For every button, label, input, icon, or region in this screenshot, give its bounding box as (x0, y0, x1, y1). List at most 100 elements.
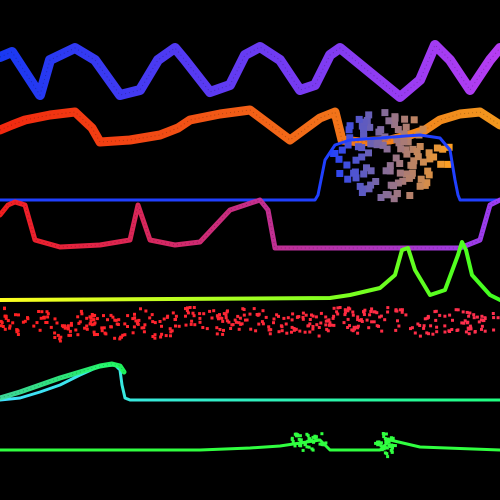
series-10-point (291, 439, 295, 443)
series-6-point (272, 321, 275, 325)
series-6-point (351, 310, 355, 314)
series-11-point (385, 446, 389, 450)
series-6-point (248, 312, 252, 316)
series-6-point (396, 319, 399, 323)
series-2-point (393, 190, 401, 198)
series-6-point (63, 326, 67, 330)
series-6-point (317, 326, 321, 329)
series-6-point (225, 310, 229, 314)
series-6-point (151, 320, 155, 324)
series-6-point (237, 321, 241, 325)
series-2-point (413, 148, 421, 155)
series-6-point (190, 319, 194, 323)
series-6-point (109, 325, 113, 329)
series-6-point (254, 329, 258, 333)
series-11-point (389, 436, 393, 440)
series-6-point (55, 321, 59, 325)
series-2-point (360, 118, 368, 126)
series-6-point (286, 316, 290, 320)
series-11-point (386, 438, 390, 442)
series-6-point (372, 310, 376, 314)
series-6-point (132, 325, 136, 329)
series-6-point (425, 331, 429, 335)
series-10-point (299, 444, 303, 448)
series-6-point (1, 325, 5, 328)
series-8-texture (0, 363, 125, 399)
series-6-point (257, 312, 261, 316)
series-6-point (66, 325, 70, 328)
series-6-point (311, 325, 315, 328)
series-6-point (153, 336, 157, 340)
series-6-point (8, 326, 12, 330)
series-2-point (367, 167, 375, 175)
series-6-point (394, 328, 398, 332)
series-11-point (387, 443, 391, 447)
series-0-texture (0, 44, 500, 98)
series-6-point (336, 312, 340, 316)
series-6-point (220, 316, 224, 320)
series-2-point (396, 169, 404, 177)
series-6-point (317, 334, 321, 338)
series-2-point (379, 141, 387, 149)
series-6-point (106, 318, 109, 322)
series-6-point (69, 333, 72, 337)
series-6-point (477, 320, 481, 324)
series-10-point (298, 434, 302, 438)
series-6-point (74, 328, 78, 332)
series-6-point (35, 321, 39, 325)
series-6-point (229, 327, 233, 330)
series-6-point (456, 328, 460, 332)
series-6-point (233, 318, 237, 322)
series-10-point (311, 448, 315, 452)
series-6-point (292, 328, 296, 332)
series-6-point (61, 325, 65, 329)
series-3-path (0, 133, 500, 202)
series-6-point (120, 335, 123, 339)
series-6-scatter_line (0, 306, 500, 343)
series-6-point (423, 317, 427, 321)
series-6-point (38, 328, 42, 332)
series-6-point (418, 334, 422, 338)
series-6-point (434, 318, 438, 322)
series-6-point (230, 323, 234, 327)
series-6-point (21, 320, 25, 324)
series-6-point (400, 308, 404, 312)
series-6-point (472, 316, 476, 320)
series-2-point (394, 126, 402, 133)
series-6-point (450, 328, 454, 331)
series-6-point (319, 311, 323, 315)
series-6-point (277, 330, 281, 334)
series-6-point (15, 330, 19, 334)
series-6-point (140, 326, 144, 330)
series-2-point (385, 117, 393, 125)
series-2-point (381, 109, 389, 117)
series-6-point (218, 316, 222, 320)
series-6-point (123, 322, 127, 326)
series-6-point (285, 331, 289, 335)
series-10-point (314, 435, 318, 439)
series-6-point (215, 326, 219, 330)
series-9-line (0, 438, 500, 452)
series-6-point (95, 317, 99, 321)
series-6-point (3, 327, 7, 331)
series-6-point (121, 333, 125, 337)
series-6-point (379, 314, 383, 318)
series-6-point (111, 315, 115, 319)
series-6-point (468, 324, 472, 328)
series-6-point (158, 320, 162, 323)
series-11-point (391, 446, 394, 450)
series-6-point (208, 309, 212, 313)
series-10-point (299, 441, 303, 445)
series-6-point (114, 318, 118, 322)
series-2-point (346, 134, 354, 142)
series-11-point (374, 441, 378, 445)
series-6-point (480, 324, 484, 328)
series-6-point (186, 306, 189, 310)
series-6-point (0, 319, 3, 323)
series-6-point (115, 322, 119, 326)
series-6-point (249, 327, 253, 331)
series-6-point (80, 312, 84, 316)
series-6-point (418, 324, 422, 327)
series-11-point (379, 441, 383, 445)
series-6-point (413, 331, 417, 335)
